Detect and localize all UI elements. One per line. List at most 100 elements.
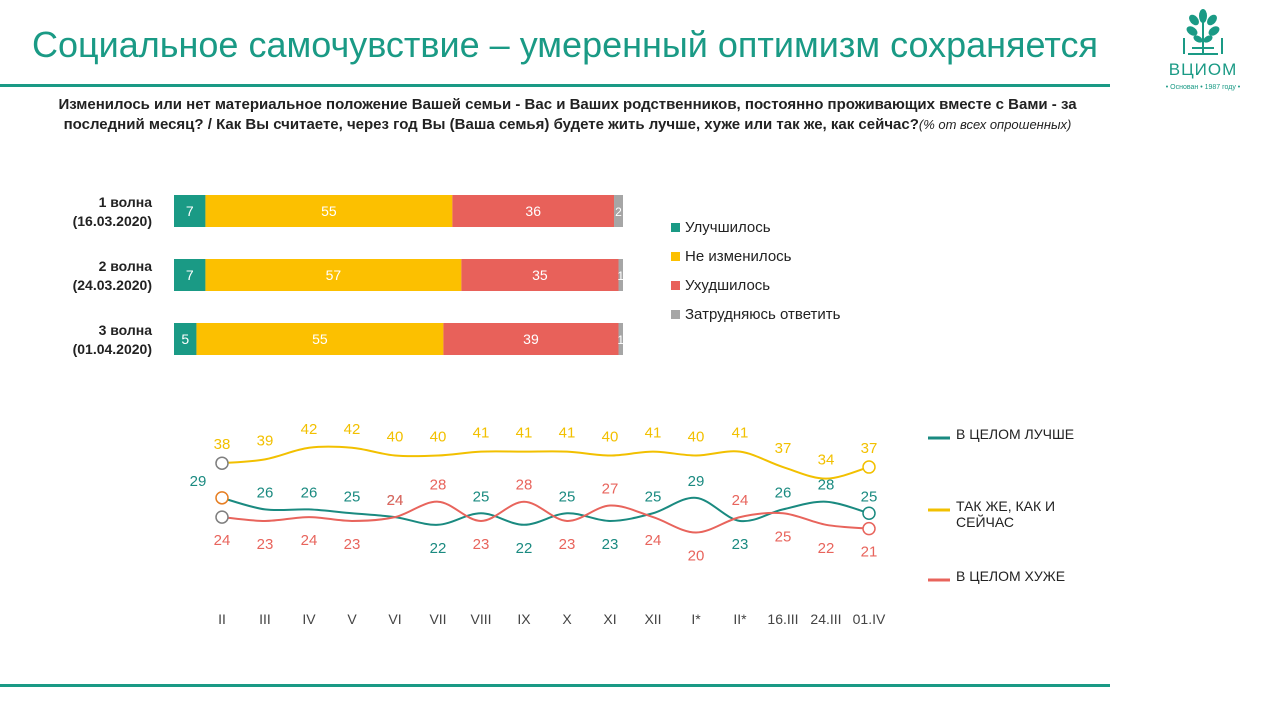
line-data-label: 40	[387, 429, 404, 446]
bar-segment	[174, 323, 197, 355]
line-data-label: 22	[516, 540, 533, 557]
x-tick-label: II	[218, 611, 226, 627]
bar-category-label: 2 волна	[99, 258, 153, 274]
legend-swatch	[671, 281, 680, 290]
bar-value-label: 1	[617, 333, 624, 347]
series-line	[221, 500, 870, 534]
legend-label: В ЦЕЛОМ ЛУЧШЕ	[956, 426, 1074, 442]
vciom-logo: ВЦИОМ • Основан • 1987 году •	[1148, 8, 1258, 98]
line-data-label: 26	[257, 484, 274, 501]
line-data-label: 39	[257, 432, 274, 449]
bar-value-label: 35	[532, 267, 548, 283]
legend-label: СЕЙЧАС	[956, 513, 1014, 530]
x-tick-label: XII	[644, 611, 661, 627]
line-data-label: 23	[559, 536, 576, 553]
line-marker	[215, 491, 229, 505]
line-data-label: 22	[818, 540, 835, 557]
line-data-label: 41	[473, 425, 490, 442]
line-marker	[862, 506, 876, 520]
line-data-label: 21	[861, 544, 878, 561]
legend-label: Не изменилось	[685, 248, 792, 265]
line-data-label: 40	[430, 429, 447, 446]
survey-question: Изменилось или нет материальное положени…	[30, 95, 1105, 135]
line-data-label: 22	[430, 540, 447, 557]
bar-segment	[618, 323, 623, 355]
question-note: (% от всех опрошенных)	[918, 117, 1072, 132]
line-data-label: 23	[602, 536, 619, 553]
bar-value-label: 36	[525, 203, 541, 219]
line-data-label: 28	[516, 477, 533, 494]
line-data-label: 42	[301, 421, 318, 438]
bar-segment	[461, 259, 619, 291]
bar-segment	[205, 195, 453, 227]
line-data-label: 41	[516, 425, 533, 442]
line-data-label: 38	[214, 436, 231, 453]
legend-swatch	[671, 223, 680, 232]
bar-value-label: 5	[181, 331, 189, 347]
bar-category-label: 3 волна	[99, 322, 153, 338]
line-data-label: 42	[344, 421, 361, 438]
line-data-label: 23	[473, 536, 490, 553]
line-data-label: 25	[861, 488, 878, 505]
line-data-label: 41	[732, 425, 749, 442]
line-data-label: 25	[645, 488, 662, 505]
line-data-label: 23	[257, 536, 274, 553]
bar-segment	[205, 259, 462, 291]
x-tick-label: I*	[691, 611, 701, 627]
line-data-label: 26	[775, 484, 792, 501]
line-data-label: 24	[732, 492, 749, 509]
line-data-label: 41	[559, 425, 576, 442]
series-line	[221, 445, 870, 480]
x-tick-label: IV	[302, 611, 316, 627]
line-data-label: 23	[732, 536, 749, 553]
bar-segment	[618, 259, 623, 291]
logo-tagline: • Основан • 1987 году •	[1165, 84, 1241, 91]
bar-value-label: 39	[523, 331, 539, 347]
x-tick-label: III	[259, 611, 271, 627]
bar-value-label: 7	[186, 203, 194, 219]
line-chart: 29 26 26 25 24 22 25 22 25 23 25 29 23 26 28 25 38 39 42 42…	[190, 421, 1074, 627]
bar-value-label: 1	[617, 269, 624, 283]
line-marker	[862, 521, 876, 536]
line-data-label: 40	[602, 429, 619, 446]
bar-segment	[452, 195, 615, 227]
x-tick-label: X	[562, 611, 572, 627]
bar-value-label: 2	[615, 205, 622, 219]
legend-swatch	[671, 252, 680, 261]
legend-label: Ухудшилось	[685, 277, 770, 294]
legend-label: Улучшилось	[685, 219, 771, 236]
x-tick-label: IX	[517, 611, 531, 627]
bar-value-label: 55	[321, 203, 337, 219]
line-data-label: 24	[387, 492, 404, 509]
line-data-label: 26	[301, 484, 318, 501]
footer-divider	[0, 684, 1110, 687]
tree-icon	[1183, 9, 1223, 55]
line-data-label: 25	[559, 488, 576, 505]
x-tick-label: II*	[733, 611, 747, 627]
bar-segment	[174, 195, 206, 227]
title-divider	[0, 84, 1110, 87]
bar-segment	[443, 323, 619, 355]
bar-value-label: 7	[186, 267, 194, 283]
line-marker	[862, 460, 876, 474]
x-tick-label: 24.III	[810, 611, 841, 627]
line-data-label: 24	[645, 532, 662, 549]
line-data-label: 28	[818, 477, 835, 494]
bar-category-label: (01.04.2020)	[73, 341, 152, 357]
line-marker	[215, 510, 229, 524]
line-data-label: 24	[387, 492, 404, 509]
legend-label: Затрудняюсь ответить	[685, 306, 841, 323]
bar-category-label: (16.03.2020)	[73, 213, 152, 229]
question-text: Изменилось или нет материальное положени…	[58, 96, 1077, 133]
x-tick-label: VIII	[470, 611, 491, 627]
x-tick-label: 01.IV	[853, 611, 886, 627]
bar-value-label: 57	[326, 267, 342, 283]
line-data-label: 28	[430, 477, 447, 494]
line-data-label: 40	[688, 429, 705, 446]
legend-label: В ЦЕЛОМ ХУЖЕ	[956, 568, 1065, 584]
line-data-label: 25	[473, 488, 490, 505]
line-data-label: 27	[602, 481, 619, 498]
logo-name: ВЦИОМ	[1168, 60, 1238, 79]
line-data-label: 25	[775, 528, 792, 545]
line-data-label: 25	[344, 488, 361, 505]
